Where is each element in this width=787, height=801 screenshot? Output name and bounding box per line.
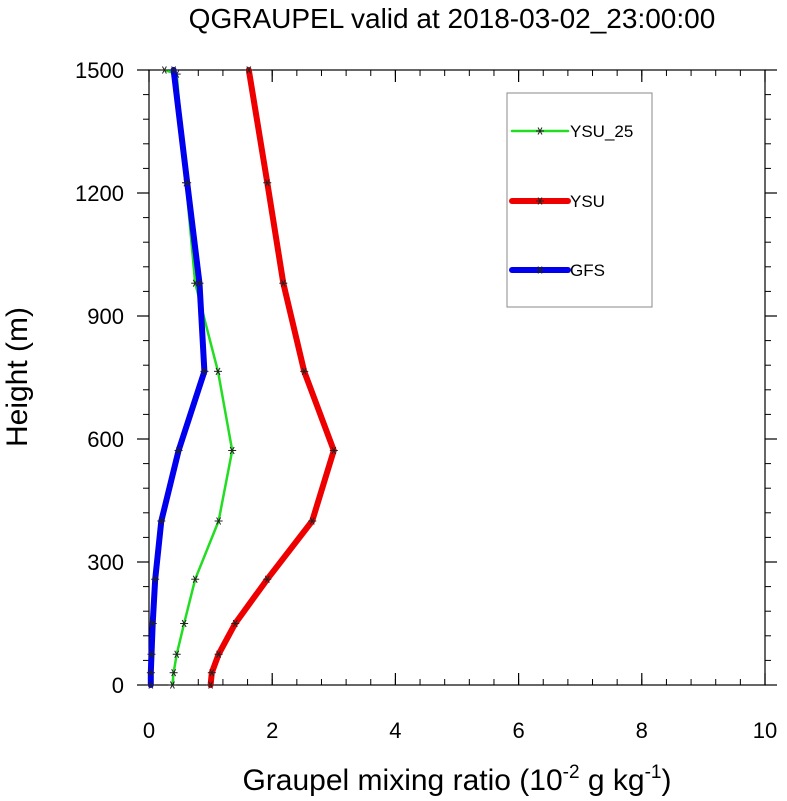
data-point-marker xyxy=(197,279,202,287)
y-tick-label: 0 xyxy=(112,673,124,698)
data-point-marker xyxy=(264,179,270,187)
data-point-marker xyxy=(148,668,154,677)
data-point-marker xyxy=(158,517,164,525)
x-tick-label: 4 xyxy=(389,718,401,743)
data-point-marker xyxy=(169,681,175,689)
data-point-marker xyxy=(246,66,252,74)
data-point-marker xyxy=(232,619,238,628)
plot-area: 0 2 4 6 8 10 0 300 600 900 1200 1500 YSU_25 YSU GFS xyxy=(75,58,777,743)
y-tick-label: 600 xyxy=(87,427,124,452)
axis-ticks: 0 2 4 6 8 10 0 300 600 900 1200 1500 xyxy=(75,58,777,743)
x-axis-title: Graupel mixing ratio (10-2 g kg-1) xyxy=(242,762,671,797)
data-point-marker xyxy=(208,681,214,689)
legend: YSU_25 YSU GFS xyxy=(506,92,653,308)
data-point-marker xyxy=(216,517,222,525)
legend-label: YSU xyxy=(570,192,605,211)
data-point-marker xyxy=(309,517,315,525)
data-point-marker xyxy=(301,367,307,376)
data-point-marker xyxy=(150,619,156,628)
x-tick-label: 2 xyxy=(266,718,278,743)
x-axis-title-mid: g kg xyxy=(580,764,645,797)
data-point-marker xyxy=(184,179,190,187)
series-layer xyxy=(146,66,338,689)
legend-item: YSU xyxy=(509,192,605,211)
data-point-marker xyxy=(331,446,337,455)
x-tick-label: 0 xyxy=(143,718,155,743)
legend-marker xyxy=(537,197,543,205)
x-tick-label: 6 xyxy=(512,718,524,743)
plot-frame xyxy=(148,69,766,686)
data-point-marker xyxy=(192,575,198,583)
legend-item: YSU_25 xyxy=(510,122,633,141)
series-line xyxy=(147,67,208,688)
data-point-marker xyxy=(171,66,177,74)
legend-label: GFS xyxy=(570,261,605,280)
chart-title: QGRAUPEL valid at 2018-03-02_23:00:00 xyxy=(189,3,716,34)
legend-item: GFS xyxy=(509,261,605,280)
data-point-marker xyxy=(174,650,180,658)
data-point-marker xyxy=(216,650,222,658)
x-axis-title-end: ) xyxy=(662,764,672,797)
data-point-marker xyxy=(202,367,207,376)
data-point-marker xyxy=(280,279,286,287)
series-gfs xyxy=(146,66,209,689)
series-line xyxy=(207,67,337,688)
data-point-marker xyxy=(209,668,215,677)
legend-marker xyxy=(537,127,543,135)
data-point-marker xyxy=(264,575,270,583)
y-tick-label: 1200 xyxy=(75,181,124,206)
legend-marker xyxy=(537,266,543,274)
legend-label: YSU_25 xyxy=(570,122,633,141)
data-point-marker xyxy=(149,650,154,658)
data-point-marker xyxy=(171,668,177,677)
data-point-marker xyxy=(181,619,187,628)
data-point-marker xyxy=(176,446,182,455)
x-axis-title-exp2: -1 xyxy=(645,762,662,783)
y-axis-title: Height (m) xyxy=(1,307,34,447)
series-ysu-25 xyxy=(160,66,237,689)
x-axis-title-exp1: -2 xyxy=(563,762,580,783)
data-point-marker xyxy=(229,446,235,455)
data-point-marker xyxy=(215,367,221,376)
y-tick-label: 1500 xyxy=(75,58,124,83)
data-point-marker xyxy=(148,681,154,689)
series-ysu xyxy=(206,66,338,689)
series-line xyxy=(163,68,234,687)
x-tick-label: 8 xyxy=(636,718,648,743)
x-axis-title-main: Graupel mixing ratio (10 xyxy=(242,764,562,797)
x-tick-label: 10 xyxy=(753,718,777,743)
y-tick-label: 900 xyxy=(87,304,124,329)
y-tick-label: 300 xyxy=(87,550,124,575)
data-point-marker xyxy=(161,66,167,74)
data-point-marker xyxy=(152,575,158,583)
